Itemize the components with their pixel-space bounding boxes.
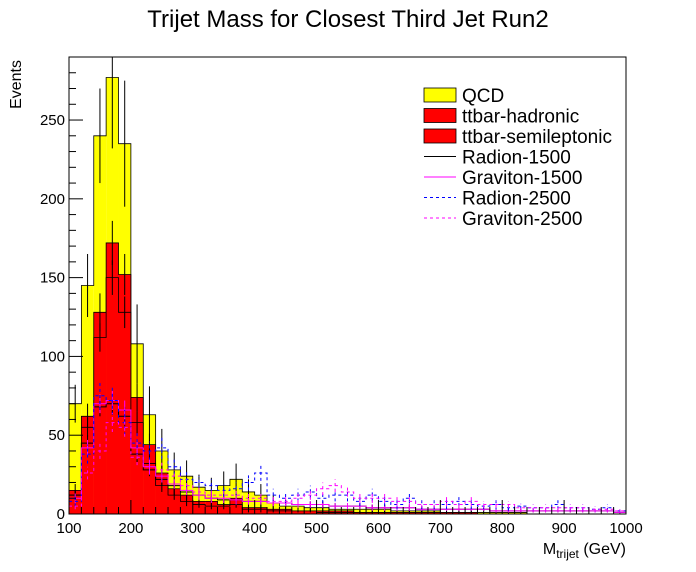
series-line: [69, 400, 626, 513]
legend-item: Radion-2500: [424, 189, 571, 210]
bar: [229, 504, 243, 514]
bar: [217, 506, 230, 514]
legend-item: ttbar-hadronic: [423, 107, 579, 128]
legend-item: ttbar-semileptonic: [423, 127, 612, 148]
y-axis-title: Events: [8, 60, 25, 109]
legend-item: Graviton-1500: [424, 168, 582, 189]
legend: QCDttbar-hadronicttbar-semileptonicRadio…: [423, 86, 612, 230]
plot-area: 100 200 300 400 500 600 700 800 900 1000 0 50 100 150…: [40, 56, 643, 537]
legend-label: Radion-2500: [462, 189, 571, 210]
legend-swatch: [423, 108, 457, 123]
x-tick-label: 900: [552, 520, 577, 537]
legend-label: Radion-1500: [462, 148, 571, 169]
bar: [205, 506, 218, 514]
x-tick-label: 600: [366, 520, 391, 537]
bar: [180, 501, 193, 514]
legend-label: ttbar-semileptonic: [462, 127, 612, 148]
legend-item: Radion-1500: [424, 148, 571, 169]
x-tick-label: 300: [180, 520, 205, 537]
bar: [168, 495, 181, 514]
bar: [155, 485, 169, 514]
bar: [192, 504, 206, 514]
legend-label: QCD: [462, 86, 504, 107]
y-tick-label: 50: [48, 427, 65, 444]
legend-item: QCD: [423, 86, 504, 107]
y-axis: 0 50 100 150 200 250: [40, 56, 83, 523]
legend-swatch: [423, 87, 457, 103]
x-tick-label: 800: [490, 520, 515, 537]
series-graviton-2500: [69, 413, 626, 513]
x-tick-label: 100: [56, 520, 81, 537]
legend-label: Graviton-2500: [462, 209, 582, 230]
x-tick-label: 700: [428, 520, 453, 537]
legend-label: ttbar-hadronic: [462, 107, 579, 128]
x-axis: 100 200 300 400 500 600 700 800 900 1000: [56, 500, 643, 537]
bar: [69, 403, 82, 514]
x-tick-label: 500: [304, 520, 329, 537]
series-line: [69, 395, 626, 512]
legend-item: Graviton-2500: [424, 209, 582, 230]
chart-title: Trijet Mass for Closest Third Jet Run2: [147, 6, 549, 33]
y-tick-label: 150: [40, 270, 65, 287]
bar: [93, 337, 107, 514]
bar: [143, 463, 156, 514]
series-ttbar-semileptonic: [69, 260, 626, 514]
legend-swatch: [423, 128, 457, 144]
y-tick-label: 100: [40, 348, 65, 365]
y-tick-label: 0: [57, 506, 65, 523]
x-axis-title: Mtrijet (GeV): [543, 541, 626, 561]
series-qcd: [69, 57, 626, 514]
x-tick-label: 400: [242, 520, 267, 537]
plot-frame: [68, 56, 627, 515]
x-tick-label: 1000: [609, 520, 642, 537]
x-tick-label: 200: [118, 520, 143, 537]
legend-label: Graviton-1500: [462, 168, 582, 189]
y-tick-label: 250: [40, 112, 65, 129]
y-tick-label: 200: [40, 191, 65, 208]
bar: [130, 422, 144, 514]
chart-marks: [69, 57, 626, 514]
